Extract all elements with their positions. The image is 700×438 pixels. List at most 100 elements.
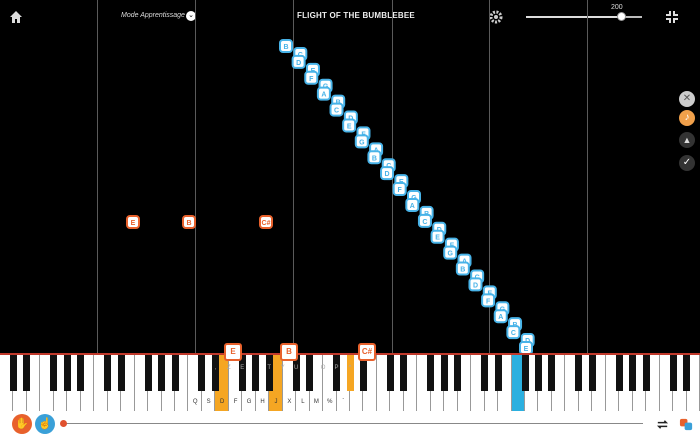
black-key[interactable]: [669, 355, 677, 391]
black-key[interactable]: [306, 355, 314, 391]
black-key[interactable]: [292, 355, 300, 391]
key-hint-label: P: [334, 365, 339, 371]
black-key[interactable]: [629, 355, 637, 391]
svg-text:D: D: [473, 282, 478, 289]
black-key[interactable]: [440, 355, 448, 391]
black-key[interactable]: [615, 355, 623, 391]
svg-text:B: B: [283, 44, 288, 51]
black-key[interactable]: [534, 355, 542, 391]
black-key[interactable]: [386, 355, 394, 391]
black-key[interactable]: [9, 355, 17, 391]
svg-text:G: G: [359, 139, 365, 146]
svg-text:E: E: [131, 220, 136, 227]
black-key[interactable]: [238, 355, 246, 391]
black-key[interactable]: [642, 355, 650, 391]
black-key[interactable]: [400, 355, 408, 391]
falling-note-blue: E: [519, 341, 533, 353]
black-key[interactable]: [346, 355, 354, 391]
black-key[interactable]: [211, 355, 219, 391]
left-hand-icon[interactable]: ✋: [12, 414, 32, 434]
progress-handle[interactable]: [60, 420, 67, 427]
falling-note-blue: C: [329, 102, 344, 117]
key-note-badge: C#: [358, 343, 376, 361]
white-key[interactable]: [552, 355, 566, 411]
falling-note-blue: A: [493, 309, 508, 324]
black-key[interactable]: [265, 355, 273, 391]
black-key[interactable]: [588, 355, 596, 391]
black-key[interactable]: [63, 355, 71, 391]
black-key[interactable]: [252, 355, 260, 391]
white-key[interactable]: [498, 355, 512, 411]
black-key[interactable]: [548, 355, 556, 391]
black-key[interactable]: [454, 355, 462, 391]
speed-slider[interactable]: [526, 12, 642, 21]
collapse-icon[interactable]: [664, 9, 680, 25]
hands-icon[interactable]: [679, 417, 694, 432]
svg-text:A: A: [410, 203, 415, 210]
black-key[interactable]: [359, 355, 367, 391]
black-key[interactable]: [198, 355, 206, 391]
white-key[interactable]: [404, 355, 418, 411]
white-key[interactable]: [310, 355, 324, 411]
black-key[interactable]: [23, 355, 31, 391]
black-key[interactable]: [50, 355, 58, 391]
black-key[interactable]: [333, 355, 341, 391]
lane-divider: [587, 0, 588, 353]
gear-icon[interactable]: [488, 9, 504, 25]
speed-slider-knob[interactable]: [617, 12, 627, 21]
white-key[interactable]: [175, 355, 189, 411]
key-hint-label: X: [287, 399, 292, 405]
black-key[interactable]: [481, 355, 489, 391]
white-key[interactable]: [687, 355, 700, 411]
white-key[interactable]: [27, 355, 41, 411]
svg-text:D: D: [296, 60, 301, 67]
black-key[interactable]: [427, 355, 435, 391]
repeat-icon[interactable]: [655, 417, 670, 432]
svg-text:C: C: [334, 108, 339, 115]
lane-divider: [489, 0, 490, 353]
key-note-badge: B: [280, 343, 298, 361]
black-key[interactable]: [158, 355, 166, 391]
piano-keyboard[interactable]: , Z E T Y U O P ^ Q S D F G H J X L M% ` E B C#: [0, 343, 700, 411]
bottom-bar: ✋ ☝: [0, 411, 700, 438]
key-hint-label: D: [219, 399, 225, 405]
white-key[interactable]: [81, 355, 95, 411]
song-progress[interactable]: [60, 420, 643, 427]
black-key[interactable]: [171, 355, 179, 391]
check-icon[interactable]: ✓: [679, 155, 695, 171]
lane-divider: [97, 0, 98, 353]
black-key[interactable]: [77, 355, 85, 391]
metronome-icon[interactable]: ▲: [679, 132, 695, 148]
white-key[interactable]: [458, 355, 472, 411]
black-key[interactable]: [521, 355, 529, 391]
falling-note-blue: F: [481, 293, 496, 308]
black-key[interactable]: [117, 355, 125, 391]
falling-note-blue: C: [417, 213, 432, 228]
black-key[interactable]: [575, 355, 583, 391]
key-hint-label: U: [293, 365, 299, 371]
key-hint-label: L: [301, 399, 305, 405]
white-key[interactable]: [592, 355, 606, 411]
svg-text:B: B: [460, 267, 465, 274]
black-key[interactable]: [104, 355, 112, 391]
black-key[interactable]: [494, 355, 502, 391]
falling-note-blue: F: [392, 182, 407, 197]
black-key[interactable]: [144, 355, 152, 391]
white-key[interactable]: [363, 355, 377, 411]
home-icon[interactable]: [8, 9, 24, 25]
white-key[interactable]: [121, 355, 135, 411]
right-hand-icon[interactable]: ☝: [35, 414, 55, 434]
svg-text:C: C: [422, 219, 427, 226]
close-icon[interactable]: ✕: [679, 91, 695, 107]
falling-note-blue: E: [430, 229, 445, 244]
chevron-down-icon[interactable]: ⌄: [186, 11, 196, 21]
white-key[interactable]: [646, 355, 660, 411]
black-key[interactable]: [683, 355, 691, 391]
svg-text:E: E: [524, 346, 529, 353]
key-hint-label: J: [274, 399, 278, 405]
svg-text:E: E: [347, 123, 352, 130]
falling-note-blue: B: [279, 39, 293, 53]
mode-label[interactable]: Mode Apprentissage: [121, 12, 185, 19]
falling-note-blue: D: [380, 166, 395, 181]
music-note-icon[interactable]: ♪: [679, 110, 695, 126]
